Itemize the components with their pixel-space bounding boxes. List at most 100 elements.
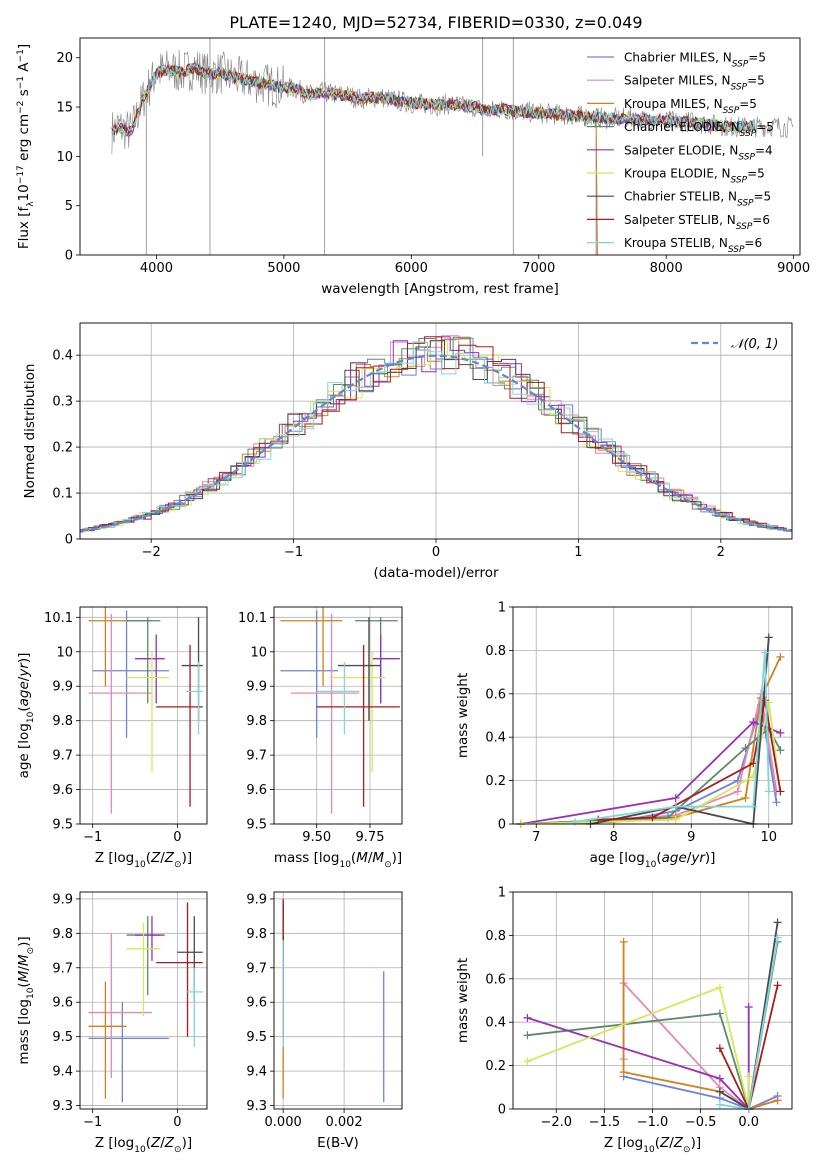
x-tick-label: −1.0 (637, 1115, 669, 1130)
x-tick-label: −1 (83, 830, 102, 845)
y-axis-label: mass weight (455, 673, 471, 758)
y-tick-label: 9.7 (246, 961, 267, 976)
y-tick-label: 1 (498, 886, 506, 901)
y-tick-label: 5 (65, 199, 73, 214)
mass-vs-ebv-panel: 0.000 0.002 9.3 9.4 9.5 9.6 9.7 9.8 9.9 E(B-V) (246, 891, 403, 1151)
x-tick-label: 10 (760, 830, 777, 845)
y-tick-label: 9.9 (52, 680, 73, 695)
axes-frame (79, 606, 208, 825)
axes-frame (273, 891, 403, 1110)
y-tick-label: 9.5 (52, 1030, 73, 1045)
y-axis-label: age [log10(age/yr)] (16, 653, 36, 779)
weight-marker (715, 1009, 724, 1018)
x-tick-label: −2 (142, 545, 161, 560)
x-tick-label: 9.75 (356, 830, 385, 845)
legend-label: Chabrier STELIB, NSSP=5 (624, 190, 771, 209)
weight-marker (764, 787, 773, 796)
x-axis-label: Z [log10(Z/Z⊙)] (95, 850, 192, 870)
y-tick-label: 9.5 (246, 818, 267, 833)
weight-marker (741, 744, 750, 753)
weight-line-chabrier-miles (623, 1075, 778, 1109)
legend-label: Kroupa STELIB, NSSP=6 (624, 236, 762, 255)
y-tick-label: 0.2 (485, 1059, 506, 1074)
x-tick-label: 5000 (267, 261, 300, 276)
y-axis-label: Flux [fλ10−17 erg cm−2 s−1 A−1] (16, 44, 36, 249)
y-tick-label: 0 (498, 1103, 506, 1118)
y-tick-label: 9.6 (246, 996, 267, 1011)
x-tick-label: −0.5 (685, 1115, 717, 1130)
y-axis-label: Normed distribution (22, 364, 38, 499)
weight-marker (749, 802, 758, 811)
y-tick-label: 9.8 (52, 927, 73, 942)
mass-vs-Z-panel: −1 0 9.3 9.4 9.5 9.6 9.7 9.8 9.9 Z [log10(Z/Z⊙)] m… (16, 891, 208, 1155)
y-tick-label: 9.7 (52, 961, 73, 976)
x-tick-label: 0.000 (265, 1115, 302, 1130)
y-tick-label: 9.6 (52, 783, 73, 798)
y-tick-label: 9.6 (246, 783, 267, 798)
y-tick-label: 15 (56, 101, 73, 116)
x-tick-label: 4000 (140, 261, 173, 276)
y-tick-label: 10.1 (44, 611, 73, 626)
y-tick-label: 0.6 (485, 972, 506, 987)
weight-marker (773, 918, 782, 927)
weight-marker (523, 1057, 532, 1066)
weight-marker (773, 933, 782, 942)
x-tick-label: −1.5 (589, 1115, 621, 1130)
weight-marker (715, 1100, 724, 1109)
model-line-kroupa-miles (111, 62, 598, 255)
weight-marker (776, 746, 785, 755)
weight-marker (715, 1044, 724, 1053)
figure-title: PLATE=1240, MJD=52734, FIBERID=0330, z=0… (229, 13, 642, 32)
x-axis-label: Z [log10(Z/Z⊙)] (604, 1135, 701, 1155)
weight-vs-age-panel: 7 8 9 10 0 0.2 0.4 0.6 0.8 1 age [log10(age/yr)] ma… (455, 601, 793, 870)
legend-label: Salpeter ELODIE, NSSP=4 (624, 143, 773, 162)
y-tick-label: 9.8 (246, 927, 267, 942)
weight-marker (715, 1074, 724, 1083)
weight-line-kroupa-elodie (527, 986, 750, 1109)
weight-marker (776, 652, 785, 661)
weight-marker (594, 815, 603, 824)
y-tick-label: 0.2 (485, 774, 506, 789)
legend-label: Salpeter STELIB, NSSP=6 (624, 213, 770, 232)
y-tick-label: 0.4 (485, 1016, 506, 1031)
y-tick-label: 9.9 (52, 892, 73, 907)
y-tick-label: 0.4 (52, 349, 73, 364)
weight-marker (619, 1068, 628, 1077)
axes-frame (79, 322, 793, 540)
weight-marker (571, 817, 579, 826)
x-tick-label: 0 (173, 830, 181, 845)
weight-vs-Z-panel: −2.0 −1.5 −1.0 −0.5 0.0 0 0.2 0.4 0.6 0.8 1 Z [log1… (455, 886, 793, 1155)
legend-label: Kroupa ELODIE, NSSP=5 (624, 167, 765, 186)
weight-marker (749, 718, 758, 727)
legend-label: 𝒩(0, 1) (731, 337, 778, 352)
y-tick-label: 9.4 (52, 1065, 73, 1080)
y-tick-label: 9.7 (52, 749, 73, 764)
weight-marker (733, 787, 742, 796)
y-tick-label: 9.3 (246, 1099, 267, 1114)
x-axis-label: Z [log10(Z/Z⊙)] (95, 1135, 192, 1155)
x-tick-label: 7 (532, 830, 540, 845)
legend-label: Salpeter MILES, NSSP=5 (624, 74, 765, 93)
axes-frame (273, 606, 403, 825)
model-line-kroupa-elodie (111, 64, 756, 137)
weight-line-salpeter-stelib (718, 985, 779, 1109)
x-tick-label: 8 (610, 830, 618, 845)
x-tick-label: 8000 (650, 261, 683, 276)
y-tick-label: 0.2 (52, 441, 73, 456)
y-tick-label: 0.8 (485, 929, 506, 944)
x-tick-label: 0.002 (325, 1115, 362, 1130)
weight-marker (523, 1031, 532, 1040)
x-tick-label: 0.0 (738, 1115, 759, 1130)
legend-label: Chabrier MILES, NSSP=5 (624, 51, 766, 70)
weight-marker (619, 937, 628, 946)
y-tick-label: 0.6 (485, 687, 506, 702)
axes-frame (79, 891, 208, 1110)
y-tick-label: 9.5 (52, 818, 73, 833)
x-tick-label: 6000 (395, 261, 428, 276)
y-tick-label: 9.6 (52, 996, 73, 1011)
weight-marker (744, 1072, 753, 1081)
y-tick-label: 10 (56, 150, 73, 165)
weight-line-chabrier-stelib (719, 922, 779, 1109)
y-tick-label: 9.8 (246, 714, 267, 729)
weight-marker (744, 1003, 753, 1012)
